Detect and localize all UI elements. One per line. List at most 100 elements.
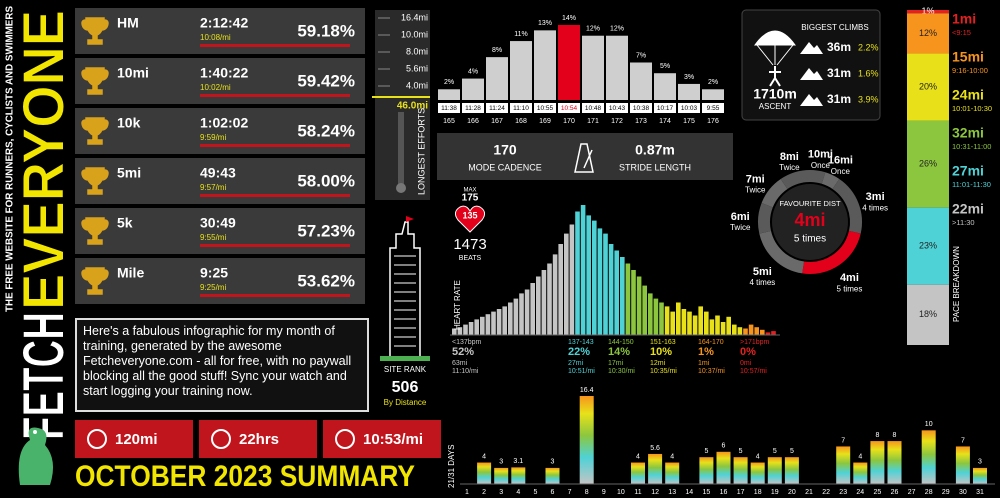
donut-label: 7mi	[746, 174, 765, 186]
pace-range: <9:15	[952, 28, 971, 37]
hr-zone-pace: 11:10/mi	[452, 368, 479, 375]
cadence-value-label: 11%	[514, 31, 528, 38]
record-name: 5mi	[117, 165, 141, 181]
pace-segment-label: 23%	[919, 241, 937, 251]
hr-zone-pace: 10:30/mi	[608, 368, 635, 375]
donut-segment	[809, 170, 826, 184]
hr-bar	[558, 244, 563, 335]
hr-bar	[687, 311, 692, 335]
site-rank-title: SITE RANK	[384, 365, 427, 374]
ascent: 1710m	[753, 86, 797, 102]
cadence-value-label: 2%	[444, 79, 454, 86]
cadence-category: 167	[491, 118, 503, 125]
hr-bar	[536, 276, 541, 335]
cadence-pace: 10:55	[537, 105, 554, 112]
day-bar	[921, 430, 936, 484]
pace-range: 9:16-10:00	[952, 66, 988, 75]
efforts-label: 8.0mi	[406, 46, 428, 56]
donut-count: 4 times	[749, 278, 775, 287]
hr-avg: 135	[462, 210, 477, 220]
pace-segment-label: 20%	[919, 81, 937, 91]
total-icon	[335, 429, 355, 449]
day-value: 16.4	[580, 387, 594, 394]
efforts-total: 46.0mi	[397, 101, 428, 112]
donut-count: Twice	[730, 223, 751, 232]
climb-height: 36m	[827, 40, 851, 54]
day-value: 3	[551, 459, 555, 466]
donut-times: 5 times	[794, 234, 826, 245]
cadence-pace: 10:03	[681, 105, 698, 112]
day-label: 1	[465, 489, 469, 496]
mode-cadence-label: MODE CADENCE	[468, 162, 542, 172]
record-time: 49:43	[200, 165, 236, 181]
donut-segment	[802, 230, 861, 274]
climb-grade: 3.9%	[858, 94, 879, 104]
cadence-pace: 11:24	[489, 105, 505, 112]
hr-bar	[642, 285, 647, 335]
total-box	[323, 420, 441, 458]
hr-zone-range: 137-143	[568, 339, 594, 346]
cadence-bar	[654, 73, 676, 100]
hr-zone-distance: 12mi	[650, 360, 666, 367]
day-label: 11	[634, 489, 641, 496]
mode-cadence: 170	[493, 142, 517, 158]
efforts-knob	[396, 183, 406, 193]
cadence-pace: 11:28	[465, 105, 481, 112]
day-bar	[853, 462, 868, 484]
day-label: 21	[805, 489, 813, 496]
cadence-bar	[438, 89, 460, 100]
total-box	[75, 420, 193, 458]
record-name: 10k	[117, 115, 141, 131]
day-value: 3.1	[513, 458, 523, 465]
day-label: 2	[482, 489, 486, 496]
record-bar	[200, 94, 350, 97]
hr-zone-pace: 10:37/mi	[698, 368, 725, 375]
hr-bar	[547, 263, 552, 335]
day-value: 4	[670, 453, 674, 460]
parachute	[754, 30, 796, 66]
day-label: 5	[533, 489, 537, 496]
hr-bar	[743, 328, 748, 335]
hr-zone-distance: 17mi	[608, 360, 624, 367]
record-time: 2:12:42	[200, 15, 248, 31]
hr-bar	[676, 302, 681, 335]
brand-everyone: EVERYONE	[11, 10, 76, 310]
hr-bar	[631, 270, 636, 335]
hr-bar	[496, 309, 502, 335]
cadence-pace: 11:38	[441, 105, 457, 112]
day-value: 4	[858, 453, 862, 460]
cadence-category: 176	[707, 118, 719, 125]
hr-bar	[659, 302, 664, 335]
building	[389, 221, 421, 359]
cadence-pace: 9:55	[707, 105, 720, 112]
hr-bar	[681, 309, 687, 335]
day-value: 7	[841, 437, 845, 444]
record-pace: 10:08/mi	[200, 33, 231, 42]
parachute-person	[769, 66, 781, 87]
day-label: 3	[499, 489, 503, 496]
cadence-category: 170	[563, 118, 575, 125]
day-value: 5	[704, 448, 708, 455]
daily-title: 21/31 DAYS	[447, 445, 456, 488]
day-label: 10	[617, 489, 625, 496]
record-pace: 9:25/mi	[200, 283, 226, 292]
hr-zone-distance: 63mi	[452, 360, 468, 367]
day-value: 4	[756, 453, 760, 460]
day-label: 16	[720, 489, 728, 496]
pace-segment	[907, 207, 949, 285]
record-time: 30:49	[200, 215, 236, 231]
brand-tagline: THE FREE WEBSITE FOR RUNNERS, CYCLISTS A…	[5, 6, 16, 312]
climbs-title: BIGGEST CLIMBS	[801, 23, 868, 32]
efforts-label: 4.0mi	[406, 80, 428, 90]
day-value: 4	[636, 453, 640, 460]
donut-label: 8mi	[780, 151, 799, 163]
day-bar	[836, 446, 851, 484]
cadence-bar	[510, 41, 532, 100]
day-label: 6	[551, 489, 555, 496]
pace-range: >11:30	[952, 218, 975, 227]
cadence-bar	[534, 30, 556, 100]
day-value: 3	[978, 459, 982, 466]
cadence-category: 172	[611, 118, 623, 125]
hr-zone-pace: 10:35/mi	[650, 368, 677, 375]
